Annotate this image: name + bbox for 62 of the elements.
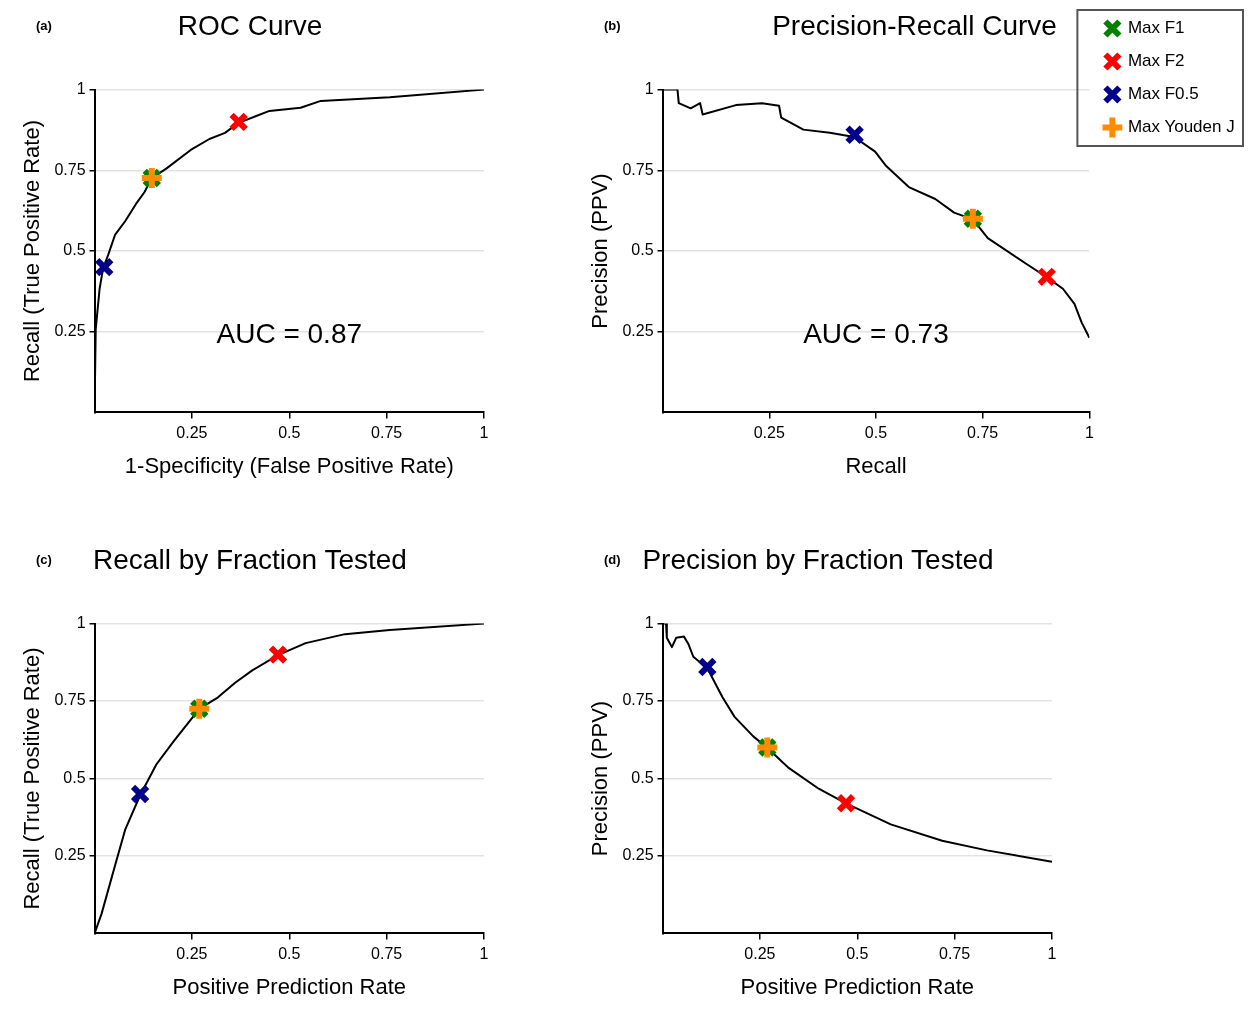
text: (a) xyxy=(36,17,52,33)
point xyxy=(130,783,151,805)
x-tick-label: 0.75 xyxy=(371,945,403,963)
point xyxy=(1036,266,1057,287)
chart-title: Precision by Fraction Tested xyxy=(642,543,994,575)
point xyxy=(844,124,865,145)
x-tick-label: 0.25 xyxy=(176,945,208,963)
x-tick-label: 0.25 xyxy=(753,424,785,442)
x-tick-label: 0.5 xyxy=(278,945,301,963)
x-tick-label: 0.5 xyxy=(846,945,869,963)
y-tick-label: 0.75 xyxy=(54,160,86,178)
text: (c) xyxy=(36,551,52,567)
legend-label: Max F1 xyxy=(1127,18,1185,38)
y-tick-label: 0.5 xyxy=(631,241,654,259)
y-axis-title: Recall (True Positive Rate) xyxy=(19,647,45,910)
y-tick-label: 1 xyxy=(76,80,86,98)
y-tick-label: 1 xyxy=(644,614,654,632)
x-tick-label: 1 xyxy=(1084,424,1094,442)
y-tick-label: 0.25 xyxy=(54,322,86,340)
x-axis-title: Positive Prediction Rate xyxy=(172,973,407,999)
y-tick-label: 0.75 xyxy=(622,160,654,178)
chart-title: Recall by Fraction Tested xyxy=(93,543,407,575)
annotation: AUC = 0.73 xyxy=(803,317,949,349)
x-tick-label: 0.25 xyxy=(176,424,208,442)
point xyxy=(228,111,249,132)
y-tick-label: 0.75 xyxy=(622,691,654,709)
x-axis-title: Recall xyxy=(845,452,907,478)
y-tick-label: 0.25 xyxy=(622,846,654,864)
x-tick-label: 0.5 xyxy=(864,424,888,442)
y-axis-title: Precision (PPV) xyxy=(587,700,613,857)
text: (b) xyxy=(604,17,621,33)
point xyxy=(267,644,289,665)
legend-label: Max F0.5 xyxy=(1127,84,1199,104)
y-axis-title: Recall (True Positive Rate) xyxy=(19,119,45,383)
point xyxy=(94,257,115,278)
x-tick-label: 0.25 xyxy=(744,945,776,963)
y-tick-label: 1 xyxy=(76,614,86,632)
x-axis-title: 1-Specificity (False Positive Rate) xyxy=(124,452,454,478)
y-tick-label: 0.25 xyxy=(622,322,654,340)
text: (d) xyxy=(604,551,621,567)
x-tick-label: 0.75 xyxy=(967,424,999,442)
legend-label: Max Youden J xyxy=(1127,117,1235,137)
y-axis-title: Precision (PPV) xyxy=(587,173,613,329)
y-tick-label: 0.5 xyxy=(63,241,86,259)
chart-title: Precision-Recall Curve xyxy=(772,9,1057,41)
chart-title: ROC Curve xyxy=(177,9,323,41)
y-tick-label: 1 xyxy=(644,80,654,98)
x-tick-label: 0.75 xyxy=(371,424,403,442)
point xyxy=(697,656,718,678)
x-axis-title: Positive Prediction Rate xyxy=(740,973,975,999)
y-tick-label: 0.5 xyxy=(63,768,86,786)
x-tick-label: 0.5 xyxy=(278,424,301,442)
x-tick-label: 1 xyxy=(479,424,489,442)
x-tick-label: 1 xyxy=(479,945,489,963)
point xyxy=(835,793,857,814)
annotation: AUC = 0.87 xyxy=(216,317,363,349)
x-tick-label: 1 xyxy=(1047,945,1057,963)
y-tick-label: 0.75 xyxy=(54,691,86,709)
y-tick-label: 0.5 xyxy=(631,768,654,786)
x-tick-label: 0.75 xyxy=(939,945,971,963)
legend-label: Max F2 xyxy=(1127,51,1185,71)
y-tick-label: 0.25 xyxy=(54,846,86,864)
